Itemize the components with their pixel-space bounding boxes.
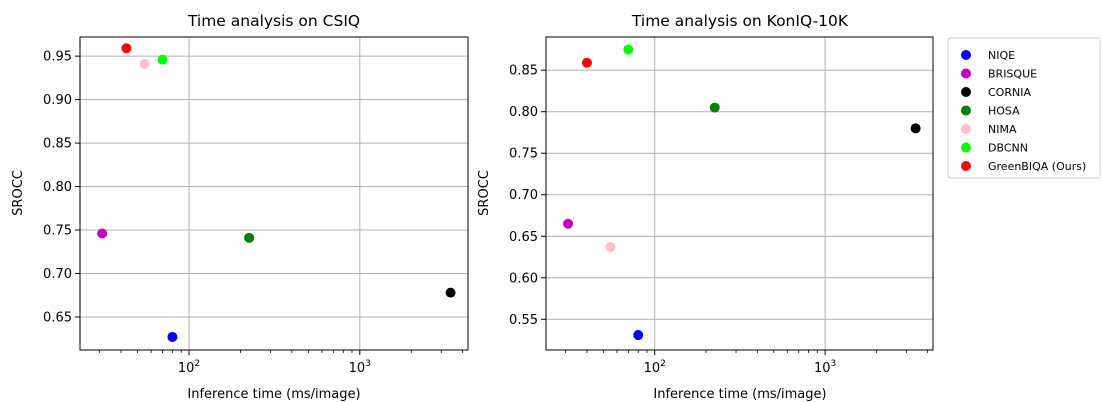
- y-tick-label: 0.75: [509, 147, 538, 162]
- legend-label: HOSA: [988, 105, 1020, 118]
- legend-label: CORNIA: [988, 86, 1031, 99]
- data-point-cornia: [445, 287, 456, 298]
- legend-label: GreenBIQA (Ours): [988, 160, 1086, 173]
- legend-marker: [961, 124, 971, 134]
- legend-marker: [961, 50, 971, 60]
- x-axis-label: Inference time (ms/image): [653, 387, 826, 402]
- y-tick-label: 0.80: [43, 180, 72, 195]
- chart-panel-csiq: Time analysis on CSIQ 102 103 0.65 0.70 0.75…: [11, 12, 469, 402]
- legend-label: NIMA: [988, 123, 1017, 136]
- x-tick-label: 103: [814, 359, 836, 376]
- legend-marker: [961, 87, 971, 97]
- y-tick-label: 0.75: [43, 224, 72, 239]
- x-axis-label: Inference time (ms/image): [187, 387, 360, 402]
- x-tick-label: 102: [644, 359, 666, 376]
- chart-panel-koniq: Time analysis on KonIQ-10K 102 103 0.55 0.6…: [477, 12, 934, 402]
- data-point-nima: [139, 58, 150, 69]
- x-tick-label: 102: [178, 359, 200, 376]
- y-tick-label: 0.80: [509, 105, 538, 120]
- data-point-dbcnn: [157, 54, 168, 65]
- data-points: [563, 44, 921, 341]
- y-axis-label: SROCC: [11, 170, 26, 216]
- plot-frame: [79, 36, 469, 351]
- data-point-brisque: [97, 228, 108, 239]
- grid: [546, 37, 933, 350]
- y-tick-label: 0.65: [43, 310, 72, 325]
- legend-label: DBCNN: [988, 142, 1028, 155]
- legend: NIQE BRISQUE CORNIA HOSA NIMA DBCNN GreenBIQA …: [947, 37, 1101, 179]
- data-point-cornia: [910, 123, 921, 134]
- y-tick-label: 0.85: [43, 137, 72, 152]
- legend-entries: NIQE BRISQUE CORNIA HOSA NIMA DBCNN GreenBIQA …: [961, 49, 1086, 173]
- legend-frame: [947, 37, 1101, 179]
- y-axis-label: SROCC: [477, 170, 492, 216]
- chart-title: Time analysis on KonIQ-10K: [631, 12, 849, 30]
- legend-marker: [961, 68, 971, 79]
- legend-marker: [961, 105, 971, 116]
- plot-frame: [545, 36, 934, 351]
- data-point-niqe: [167, 331, 178, 342]
- data-point-hosa: [709, 102, 720, 113]
- chart-title: Time analysis on CSIQ: [187, 12, 360, 30]
- data-point-dbcnn: [623, 44, 634, 55]
- data-point-brisque: [563, 218, 574, 229]
- axis-ticks: 102 103 0.55 0.60 0.65 0.70 0.75 0.80 0.85: [509, 64, 929, 376]
- x-tick-label: 103: [349, 359, 371, 376]
- axis-ticks: 102 103 0.65 0.70 0.75 0.80 0.85 0.90 0.95: [43, 50, 464, 376]
- data-point-greenbiqa-ours: [581, 57, 592, 68]
- data-point-nima: [605, 242, 616, 253]
- y-tick-label: 0.70: [43, 267, 72, 282]
- legend-label: BRISQUE: [988, 68, 1037, 81]
- y-tick-label: 0.55: [509, 313, 538, 328]
- y-tick-label: 0.60: [509, 271, 538, 286]
- data-points: [97, 43, 456, 342]
- legend-label: NIQE: [988, 49, 1015, 62]
- data-point-greenbiqa-ours: [121, 43, 132, 54]
- data-point-niqe: [633, 330, 644, 341]
- grid: [80, 37, 468, 350]
- y-tick-label: 0.65: [509, 230, 538, 245]
- y-tick-label: 0.85: [509, 64, 538, 79]
- data-point-hosa: [244, 232, 255, 243]
- y-tick-label: 0.95: [43, 50, 72, 65]
- y-tick-label: 0.70: [509, 188, 538, 203]
- y-tick-label: 0.90: [43, 93, 72, 108]
- legend-marker: [961, 142, 971, 153]
- legend-marker: [961, 161, 971, 171]
